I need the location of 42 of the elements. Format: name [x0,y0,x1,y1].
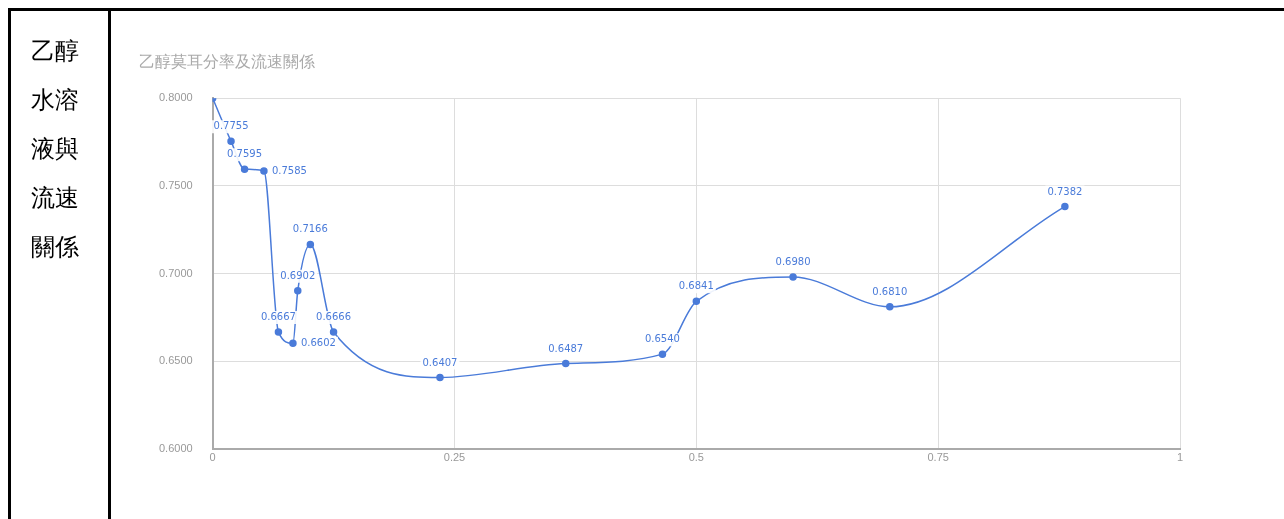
point [658,350,667,358]
point [692,297,701,306]
data-label: 0.7585 [271,164,307,176]
data-label: 0.7166 [292,223,328,235]
x-tick-label: 0.75 [927,451,949,464]
data-label: 0.6902 [280,269,316,281]
x-tick-label: 1 [1176,451,1184,464]
point [1061,202,1069,211]
point [274,328,283,336]
point [329,328,338,336]
data-label: 0.6540 [644,333,680,345]
data-label: 0.6667 [260,310,296,322]
data-label: 0.6841 [678,280,714,292]
data-label: 0.6487 [548,342,584,354]
point [886,303,894,311]
y-tick-label: 0.8000 [158,91,193,104]
data-label: 0.6666 [316,311,352,323]
data-label: 0.7595 [227,148,263,160]
point [227,137,235,145]
text: 乙醇水溶液與流速關係 [31,36,80,263]
y-tick-label: 0.7000 [158,266,193,279]
point [294,286,302,295]
x-tick-label: 0.25 [443,451,466,464]
x-tick-label: 0.5 [688,451,704,464]
y-tick-label: 0.7500 [158,178,193,191]
data-label: 0.6602 [300,336,336,348]
data-label: 0.6407 [422,356,458,368]
point [289,339,297,348]
data-label: 0.6980 [775,256,811,268]
point [240,165,249,173]
y-tick-label: 0.6000 [158,441,193,454]
point [306,240,315,249]
data-label: 0.6810 [872,285,908,297]
point [789,273,797,281]
point [561,359,570,368]
point [260,167,268,175]
chart-title: 乙醇莫耳分率及流速關係 [139,51,315,71]
x-tick-label: 0 [209,451,216,464]
data-label: 0.7755 [213,120,249,132]
y-tick-label: 0.6500 [158,354,193,367]
data-label: 0.7382 [1047,185,1083,197]
point [436,373,444,382]
